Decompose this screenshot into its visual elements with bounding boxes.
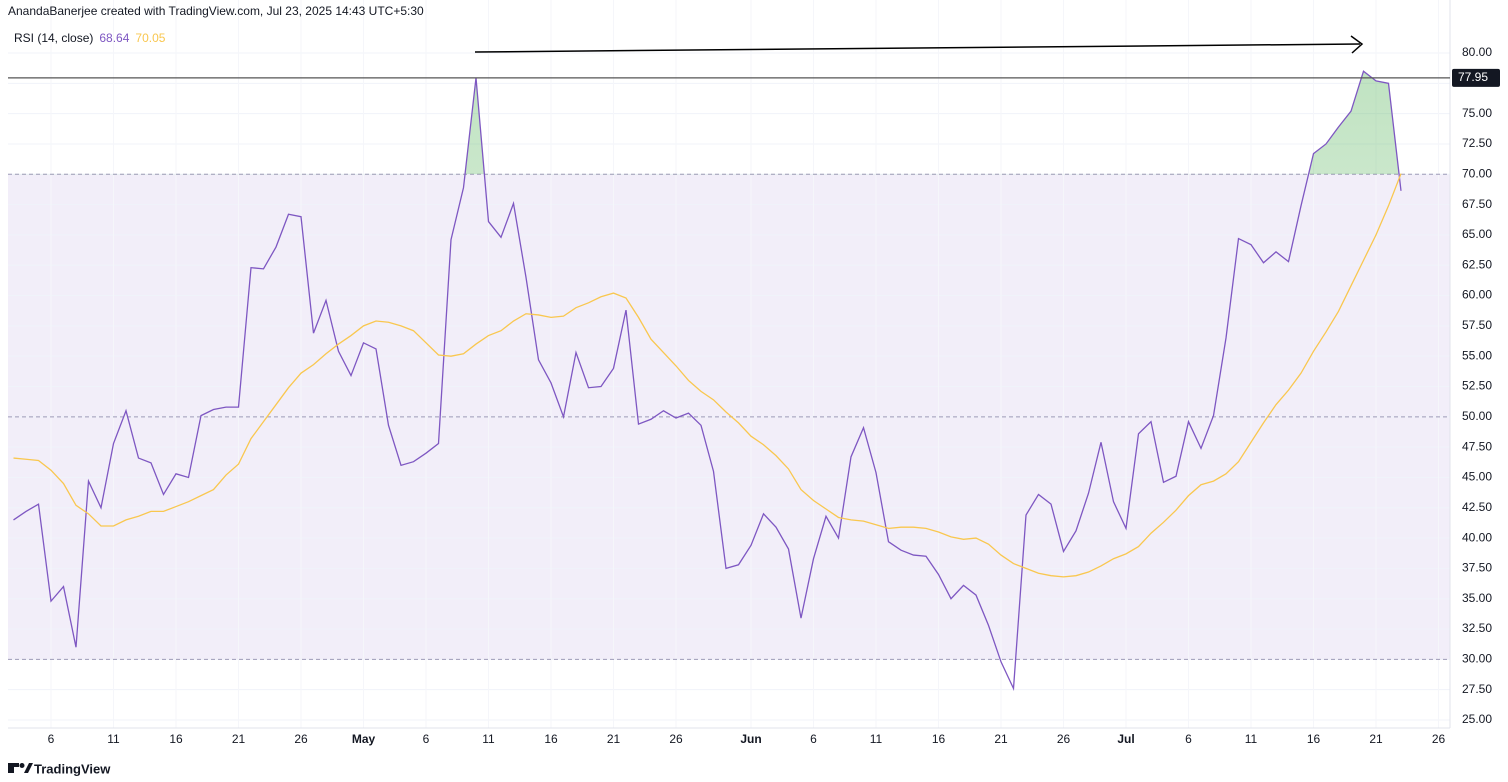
rsi-ma-line	[13, 173, 1402, 578]
y-tick-label: 60.00	[1462, 288, 1492, 302]
x-tick-label: 11	[107, 732, 120, 746]
y-tick-label: 72.50	[1462, 136, 1492, 150]
plot-area	[8, 0, 1450, 728]
hline-label-bg	[1452, 68, 1500, 87]
y-tick-label: 47.50	[1462, 439, 1492, 453]
y-tick-label: 40.00	[1462, 530, 1492, 544]
rsi-last-value: 68.64	[99, 31, 130, 45]
x-tick-label: 21	[1369, 732, 1383, 746]
y-tick-label: 42.50	[1462, 500, 1492, 514]
hline-label: 77.95	[1458, 70, 1488, 84]
x-tick-label: 6	[423, 732, 430, 746]
y-tick-label: 80.00	[1462, 45, 1492, 59]
y-tick-label: 75.00	[1462, 106, 1492, 120]
x-tick-label: 16	[932, 732, 946, 746]
trend-arrow	[474, 43, 1361, 53]
y-tick-label: 27.50	[1462, 682, 1492, 696]
rsi-line	[13, 70, 1402, 692]
x-tick-label: 21	[994, 732, 1008, 746]
x-tick-label: 6	[1185, 732, 1192, 746]
x-tick-label: Jul	[1117, 732, 1134, 746]
x-tick-label: 16	[1307, 732, 1321, 746]
y-tick-label: 57.50	[1462, 318, 1492, 332]
tv-logo	[8, 763, 33, 773]
x-tick-label: 11	[1245, 732, 1258, 746]
y-tick-label: 52.50	[1462, 379, 1492, 393]
footer-brand: TradingView	[34, 761, 111, 776]
x-tick-label: 16	[169, 732, 183, 746]
x-tick-label: 26	[1057, 732, 1071, 746]
x-tick-label: 26	[1432, 732, 1446, 746]
y-tick-label: 35.00	[1462, 591, 1492, 605]
x-tick-label: 11	[482, 732, 495, 746]
x-tick-label: 16	[544, 732, 558, 746]
arrow-head	[1350, 35, 1364, 54]
y-tick-label: 67.50	[1462, 197, 1492, 211]
indicator-label: RSI (14, close)	[14, 31, 94, 45]
y-tick-label: 30.00	[1462, 652, 1492, 666]
x-tick-label: 21	[607, 732, 621, 746]
x-tick-label: May	[352, 732, 376, 746]
y-tick-label: 25.00	[1462, 712, 1492, 726]
x-tick-label: 26	[669, 732, 683, 746]
ma-last-value: 70.05	[135, 31, 166, 45]
header-credit: AnandaBanerjee created with TradingView.…	[8, 4, 424, 18]
y-tick-label: 65.00	[1462, 227, 1492, 241]
x-tick-label: 6	[810, 732, 817, 746]
x-tick-label: Jun	[740, 732, 761, 746]
legend: RSI (14, close) 68.64 70.05	[14, 31, 165, 45]
y-tick-label: 50.00	[1462, 409, 1492, 423]
y-tick-label: 45.00	[1462, 470, 1492, 484]
y-tick-label: 55.00	[1462, 348, 1492, 362]
y-tick-label: 37.50	[1462, 561, 1492, 575]
y-tick-label: 70.00	[1462, 166, 1492, 180]
x-tick-label: 21	[232, 732, 246, 746]
y-tick-label: 32.50	[1462, 621, 1492, 635]
y-tick-label: 62.50	[1462, 257, 1492, 271]
x-tick-label: 11	[870, 732, 883, 746]
x-tick-label: 26	[294, 732, 308, 746]
x-tick-label: 6	[48, 732, 55, 746]
